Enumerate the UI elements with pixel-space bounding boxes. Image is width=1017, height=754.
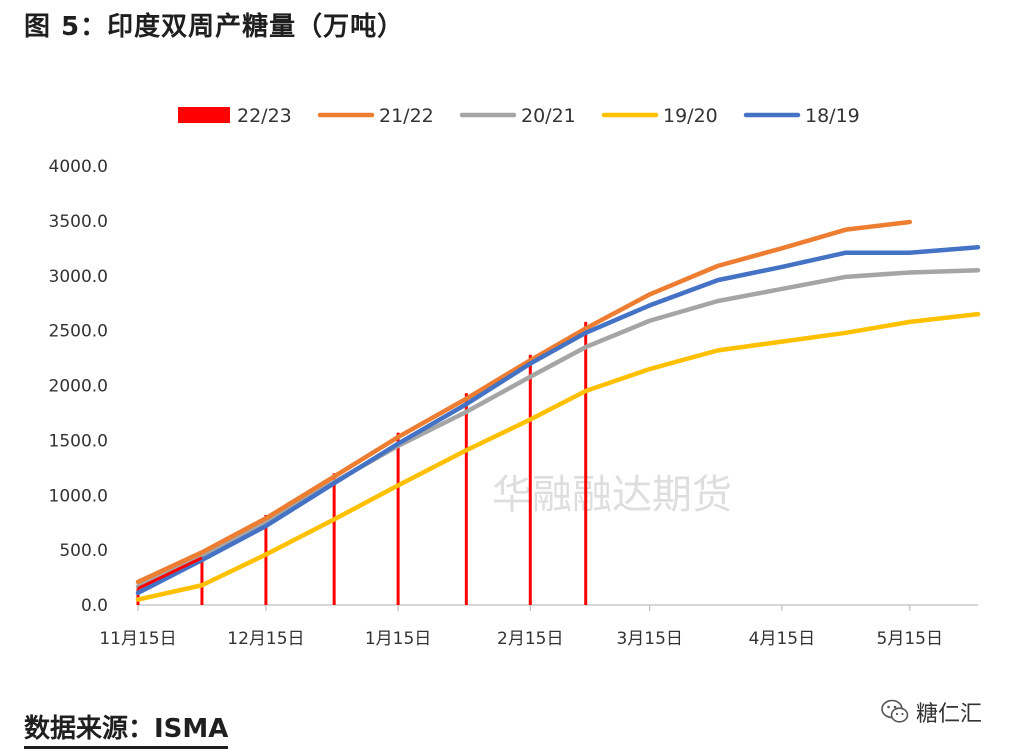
- brand-name: 糖仁汇: [916, 702, 983, 727]
- data-source: 数据来源：ISMA: [24, 708, 229, 749]
- bar-22-23: [264, 515, 268, 605]
- y-tick-label: 3500.0: [49, 212, 108, 232]
- line-22-23: [137, 556, 203, 590]
- x-tick-label: 1月15日: [365, 629, 431, 649]
- y-tick-label: 4000.0: [49, 157, 108, 177]
- legend-label: 21/22: [379, 105, 434, 127]
- y-tick-label: 0.0: [81, 596, 108, 616]
- y-tick-label: 1000.0: [49, 486, 108, 506]
- wechat-icon: [881, 699, 909, 723]
- legend: 22/23 21/22 20/21 19/20 18/19: [178, 105, 860, 127]
- wechat-brand: 糖仁汇: [880, 696, 982, 728]
- bar-22-23: [464, 393, 468, 605]
- x-axis: 11月15日 12月15日 1月15日 2月15日 3月15日 4月15日 5月15日: [99, 604, 978, 649]
- legend-label: 20/21: [521, 105, 576, 127]
- y-tick-label: 1500.0: [49, 431, 108, 451]
- bar-series: [136, 321, 588, 605]
- bar-22-23: [528, 354, 532, 605]
- y-tick-label: 2000.0: [49, 377, 108, 397]
- bar-22-23: [136, 588, 140, 605]
- bar-22-23: [332, 473, 336, 605]
- line-21-22: [135, 219, 913, 585]
- line-18-19: [135, 244, 981, 596]
- x-tick-label: 11月15日: [99, 629, 176, 649]
- bar-22-23: [200, 557, 204, 605]
- line-series: [135, 219, 981, 602]
- x-tick-label: 12月15日: [227, 629, 304, 649]
- page-title: 图 5：印度双周产糖量（万吨）: [24, 12, 405, 42]
- y-tick-label: 2500.0: [49, 322, 108, 342]
- y-tick-label: 500.0: [59, 541, 108, 561]
- line-19-20: [135, 311, 981, 602]
- x-tick-label: 2月15日: [497, 629, 563, 649]
- x-tick-label: 4月15日: [749, 629, 815, 649]
- legend-label: 18/19: [805, 105, 860, 127]
- y-axis: 0.0 500.0 1000.0 1500.0 2000.0 2500.0 3000.0 35…: [49, 157, 108, 616]
- line-20-21: [135, 268, 981, 589]
- bar-22-23: [584, 321, 588, 605]
- watermark: 华融融达期货: [492, 472, 732, 518]
- bar-22-23: [396, 432, 400, 605]
- legend-label: 19/20: [663, 105, 718, 127]
- legend-label: 22/23: [237, 105, 292, 127]
- y-tick-label: 3000.0: [49, 267, 108, 287]
- x-tick-label: 3月15日: [616, 629, 682, 649]
- x-tick-label: 5月15日: [877, 629, 943, 649]
- legend-swatch: [178, 107, 230, 123]
